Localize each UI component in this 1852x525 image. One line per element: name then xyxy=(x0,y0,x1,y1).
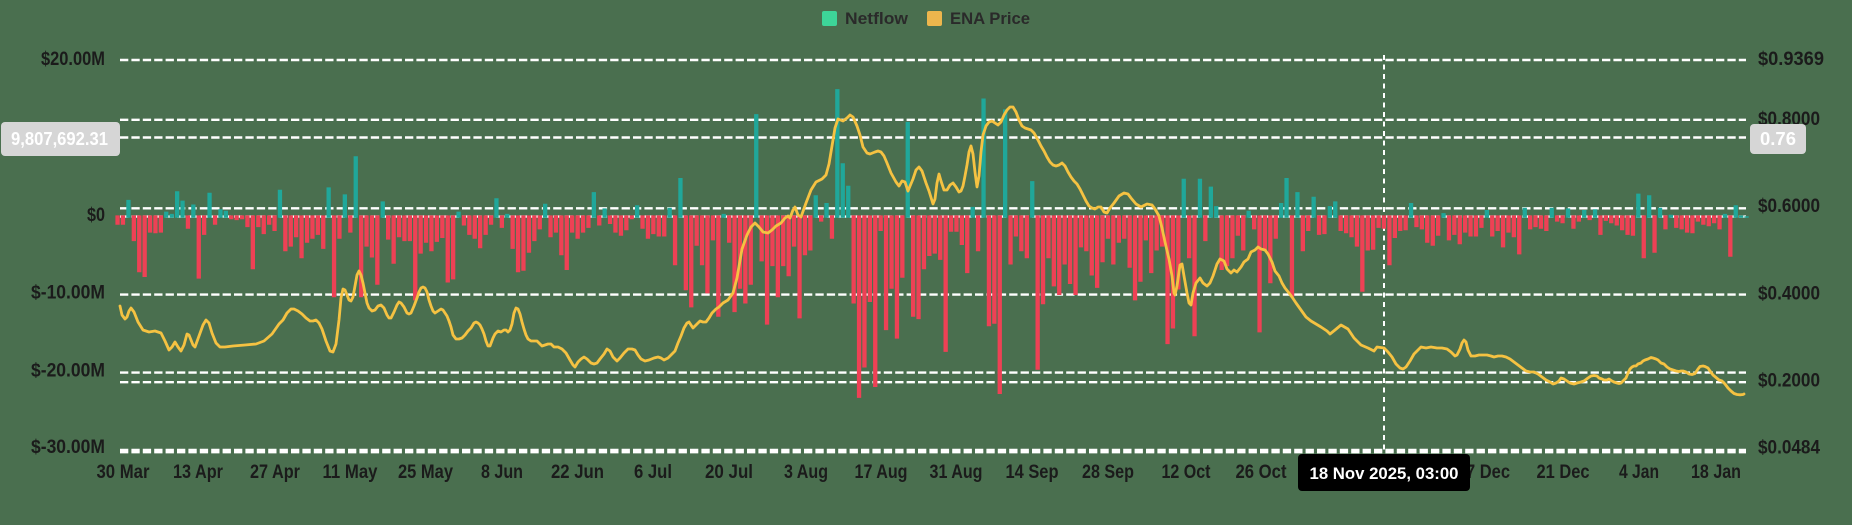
svg-text:3 Aug: 3 Aug xyxy=(784,462,828,483)
svg-text:$-30.00M: $-30.00M xyxy=(31,437,105,458)
svg-text:$0.0484: $0.0484 xyxy=(1758,438,1820,459)
svg-text:18 Nov 2025, 03:00: 18 Nov 2025, 03:00 xyxy=(1310,464,1459,483)
svg-text:12 Oct: 12 Oct xyxy=(1162,462,1212,483)
svg-text:21 Dec: 21 Dec xyxy=(1537,462,1590,483)
svg-text:22 Jun: 22 Jun xyxy=(551,462,604,483)
svg-text:6 Jul: 6 Jul xyxy=(634,462,672,483)
svg-text:14 Sep: 14 Sep xyxy=(1006,462,1059,483)
svg-text:31 Aug: 31 Aug xyxy=(930,462,983,483)
svg-text:25 May: 25 May xyxy=(398,462,453,483)
svg-text:18 Jan: 18 Jan xyxy=(1691,462,1741,483)
svg-text:$-10.00M: $-10.00M xyxy=(31,283,105,304)
svg-text:11 May: 11 May xyxy=(323,462,378,483)
svg-text:$0.9369: $0.9369 xyxy=(1758,49,1824,70)
svg-text:0.76: 0.76 xyxy=(1760,129,1796,149)
svg-text:ENA Price: ENA Price xyxy=(950,9,1030,28)
svg-text:$-20.00M: $-20.00M xyxy=(31,361,105,382)
svg-text:$0.4000: $0.4000 xyxy=(1758,284,1820,305)
svg-text:28 Sep: 28 Sep xyxy=(1082,462,1134,483)
svg-text:8 Jun: 8 Jun xyxy=(481,462,523,483)
svg-text:26 Oct: 26 Oct xyxy=(1236,462,1288,483)
svg-text:$20.00M: $20.00M xyxy=(41,49,105,70)
svg-text:4 Jan: 4 Jan xyxy=(1619,462,1659,483)
svg-text:$0.6000: $0.6000 xyxy=(1758,196,1820,217)
svg-text:Netflow: Netflow xyxy=(845,9,909,28)
svg-text:30 Mar: 30 Mar xyxy=(97,462,151,483)
svg-text:$0.2000: $0.2000 xyxy=(1758,371,1820,392)
svg-text:7 Dec: 7 Dec xyxy=(1466,462,1510,483)
svg-text:9,807,692.31: 9,807,692.31 xyxy=(11,129,108,149)
svg-text:27 Apr: 27 Apr xyxy=(250,462,301,483)
svg-text:20 Jul: 20 Jul xyxy=(705,462,753,483)
svg-text:17 Aug: 17 Aug xyxy=(855,462,908,483)
svg-text:$0: $0 xyxy=(87,205,105,226)
svg-text:13 Apr: 13 Apr xyxy=(173,462,224,483)
